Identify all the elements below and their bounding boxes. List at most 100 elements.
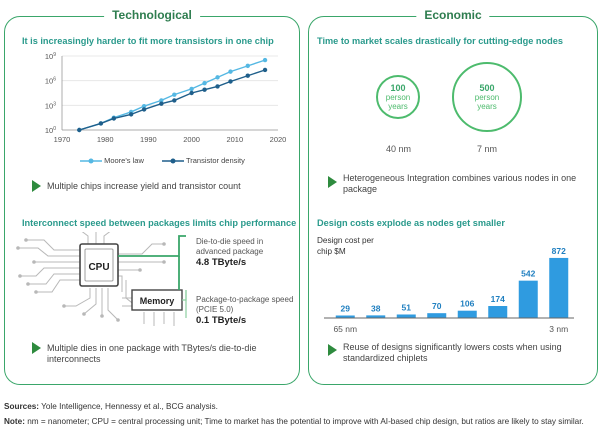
data-point xyxy=(189,86,194,92)
cost-bar xyxy=(427,313,447,318)
transistor-line-chart: 100 103 106 109 1970 1980 1990 2000 2010 2020 xyxy=(45,52,287,144)
data-point xyxy=(172,92,177,97)
cost-bar-category: 3 nm xyxy=(549,324,568,334)
memory-chip-icon: Memory xyxy=(131,289,183,311)
die-to-die-connector xyxy=(118,235,186,257)
x-tick-label: 1970 xyxy=(54,135,71,144)
data-point xyxy=(215,84,220,89)
circle-40nm-unit: person years xyxy=(385,93,411,111)
cost-bar xyxy=(518,280,538,318)
time-to-market-title: Time to market scales drastically for cu… xyxy=(317,36,563,46)
cost-bar-value: 70 xyxy=(432,301,442,311)
circle-7nm: 500 person years xyxy=(452,62,522,132)
data-point xyxy=(111,116,117,121)
legend-moores-law-label: Moore's law xyxy=(104,156,144,165)
cpu-chip-icon: CPU xyxy=(79,243,119,287)
x-tick-label: 1980 xyxy=(97,135,114,144)
tech-takeaway-1: Multiple chips increase yield and transi… xyxy=(47,181,241,191)
cost-bar xyxy=(488,306,508,318)
cost-bar-value: 174 xyxy=(491,294,505,304)
data-point xyxy=(202,80,207,86)
data-point xyxy=(215,75,220,80)
sources-footer: Sources: Yole Intelligence, Hennessy et … xyxy=(4,401,598,412)
data-point xyxy=(159,98,164,103)
tech-takeaway-2: Multiple dies in one package with TBytes… xyxy=(47,343,257,364)
note-text: nm = nanometer; CPU = central processing… xyxy=(24,417,584,426)
cost-bar-value: 106 xyxy=(460,299,474,309)
circle-7nm-value: 500 xyxy=(479,83,495,93)
econ-takeaway-1: Heterogeneous Integration combines vario… xyxy=(343,173,577,194)
takeaway-arrow-icon xyxy=(32,342,41,354)
cpu-label: CPU xyxy=(88,262,109,273)
x-tick-label: 1990 xyxy=(140,135,157,144)
x-tick-label: 2020 xyxy=(270,135,287,144)
y-tick-label: 106 xyxy=(45,77,56,86)
takeaway-arrow-icon xyxy=(328,176,337,188)
chip-interconnect-diagram: CPU Memory xyxy=(16,232,187,326)
cost-bar xyxy=(457,310,477,318)
node-7nm-label: 7 nm xyxy=(477,144,498,154)
cost-bar xyxy=(335,315,355,318)
design-costs-title: Design costs explode as nodes get smalle… xyxy=(317,218,505,228)
data-point xyxy=(172,98,177,103)
circle-40nm-value: 100 xyxy=(390,83,406,93)
x-tick-label: 2000 xyxy=(183,135,200,144)
circuit-traces-memory-icon xyxy=(122,297,175,326)
cost-bar-value: 542 xyxy=(521,269,535,279)
data-point xyxy=(228,79,233,84)
design-cost-ylabel: Design cost per chip $M xyxy=(317,236,374,256)
data-point xyxy=(245,73,250,78)
package-value: 0.1 TByte/s xyxy=(196,315,247,326)
note-footer: Note: nm = nanometer; CPU = central proc… xyxy=(4,416,598,427)
sources-label: Sources: xyxy=(4,402,40,411)
cost-bar-category: 65 nm xyxy=(333,324,357,334)
data-point xyxy=(141,103,147,109)
node-40nm-label: 40 nm xyxy=(386,144,412,154)
data-point xyxy=(262,57,268,63)
cost-bar-value: 872 xyxy=(552,248,566,256)
legend-transistor-density-swatch xyxy=(162,158,184,164)
data-point xyxy=(245,63,250,69)
data-point xyxy=(202,87,207,92)
package-label: Package-to-package speed (PCIE 5.0) xyxy=(196,295,294,314)
cost-bar xyxy=(549,257,569,318)
y-tick-label: 100 xyxy=(45,126,56,135)
takeaway-arrow-icon xyxy=(328,344,337,356)
data-point xyxy=(262,67,268,73)
design-cost-bar-chart: 29 65 nm 38 51 70 106 174 542 872 3 nm xyxy=(324,248,574,334)
takeaway-arrow-icon xyxy=(32,180,41,192)
data-point xyxy=(128,112,134,117)
package-info: Package-to-package speed (PCIE 5.0) 0.1 … xyxy=(196,295,296,326)
data-point xyxy=(77,127,82,133)
y-tick-label: 103 xyxy=(45,101,56,110)
circle-40nm: 100 person years xyxy=(376,75,420,119)
data-point xyxy=(228,69,233,74)
legend-moores-law-swatch xyxy=(80,158,102,164)
legend-transistor-density-label: Transistor density xyxy=(185,156,245,165)
cost-bar xyxy=(396,314,416,318)
legend-transistor-density: Transistor density xyxy=(162,156,245,165)
cost-bar xyxy=(366,315,386,318)
circle-7nm-unit: person years xyxy=(474,93,500,111)
x-tick-label: 2010 xyxy=(226,135,243,144)
data-point xyxy=(98,121,104,126)
cost-bar-value: 38 xyxy=(371,303,381,313)
data-point xyxy=(141,107,147,112)
cost-bar-value: 29 xyxy=(341,304,351,314)
die-to-die-value: 4.8 TByte/s xyxy=(196,257,247,268)
economic-panel: Economic xyxy=(308,8,598,385)
transistor-chart-title: It is increasingly harder to fit more tr… xyxy=(22,36,274,46)
circuit-traces-left-icon xyxy=(18,239,119,321)
cost-bar-value: 51 xyxy=(402,302,412,312)
legend-moores-law: Moore's law xyxy=(80,156,144,165)
data-point xyxy=(159,101,164,106)
y-tick-label: 109 xyxy=(45,52,56,61)
technological-title: Technological xyxy=(104,8,200,22)
econ-takeaway-2: Reuse of designs significantly lowers co… xyxy=(343,342,562,363)
technological-panel: Technological xyxy=(4,8,300,385)
memory-label: Memory xyxy=(140,296,175,306)
interconnect-title: Interconnect speed between packages limi… xyxy=(22,218,297,228)
die-to-die-label: Die-to-die speed in advanced package xyxy=(196,237,264,256)
sources-text: Yole Intelligence, Hennessy et al., BCG … xyxy=(39,402,218,411)
die-to-die-info: Die-to-die speed in advanced package 4.8… xyxy=(196,237,296,268)
